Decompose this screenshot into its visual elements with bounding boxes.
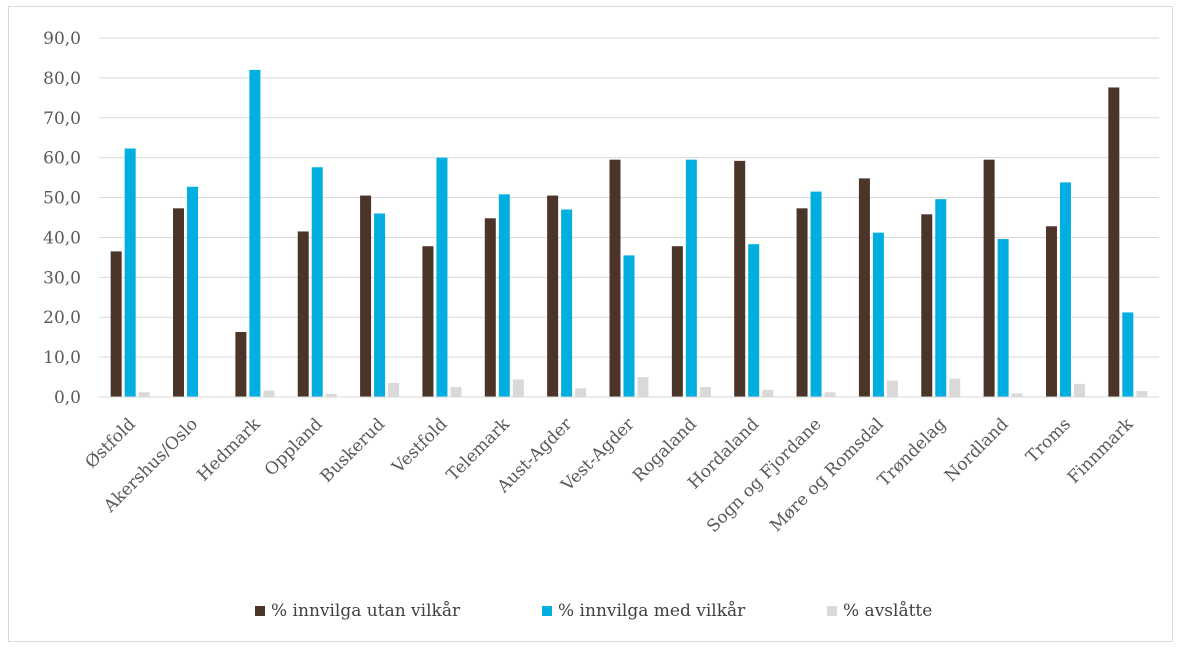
bar	[311, 167, 323, 397]
x-tick-label: Troms	[1022, 414, 1075, 467]
y-tick-label: 40,0	[43, 228, 81, 248]
bar	[484, 218, 496, 397]
bar	[734, 160, 746, 397]
x-axis-category-labels: ØstfoldAkershus/OsloHedmarkOpplandBusker…	[81, 414, 1137, 537]
bar	[1136, 391, 1148, 397]
bar	[921, 214, 933, 397]
y-tick-label: 60,0	[43, 149, 81, 169]
bar	[810, 191, 822, 397]
bar	[858, 178, 870, 397]
bar	[886, 380, 898, 397]
y-tick-label: 80,0	[43, 69, 81, 89]
bar	[623, 255, 635, 397]
bar	[1059, 182, 1071, 397]
y-tick-label: 20,0	[43, 308, 81, 328]
bar	[796, 208, 808, 397]
bar	[762, 389, 774, 397]
bar	[748, 244, 760, 397]
legend-swatch	[827, 606, 837, 616]
bar	[935, 199, 947, 397]
bar	[124, 148, 136, 397]
x-tick-label: Buskerud	[317, 414, 390, 487]
legend-label: % innvilga utan vilkår	[271, 601, 461, 621]
chart-container: 0,0 10,0 20,0 30,0 40,0 50,0 60,0 70,0 80,0 90,0 …	[8, 6, 1173, 642]
bar	[422, 246, 434, 397]
bar	[609, 159, 621, 397]
x-tick-label: Vestfold	[388, 414, 452, 478]
bar	[498, 194, 510, 397]
legend-swatch	[255, 606, 265, 616]
bar	[949, 378, 961, 397]
y-tick-label: 10,0	[43, 348, 81, 368]
x-tick-label: Oppland	[261, 414, 327, 480]
y-tick-label: 70,0	[43, 109, 81, 129]
x-tick-label: Hedmark	[193, 414, 265, 486]
bar	[249, 69, 261, 398]
bar	[685, 159, 697, 397]
bar	[1045, 226, 1057, 397]
legend-label: % avslåtte	[843, 601, 932, 621]
bar	[297, 231, 309, 397]
legend-swatch	[542, 606, 552, 616]
bar	[561, 209, 573, 397]
bar	[1108, 87, 1120, 397]
x-tick-label: Sogn og Fjordane	[703, 414, 825, 536]
y-tick-label: 0,0	[54, 388, 81, 408]
legend: % innvilga utan vilkår % innvilga med vil…	[255, 601, 932, 621]
bar	[235, 331, 247, 397]
bar	[575, 388, 587, 397]
bar	[983, 159, 995, 397]
gridlines	[99, 37, 1159, 358]
x-tick-label: Møre og Romsdal	[766, 414, 888, 536]
bar	[360, 195, 372, 397]
bar-chart: 0,010,020,030,040,050,060,070,080,090,0 …	[43, 29, 1159, 621]
x-tick-label: Nordland	[941, 414, 1013, 486]
bar	[388, 383, 400, 397]
bar	[671, 246, 683, 397]
y-tick-label: 30,0	[43, 268, 81, 288]
x-tick-label: Østfold	[81, 414, 139, 472]
bar	[1011, 393, 1023, 397]
y-axis-tick-labels: 0,0 10,0 20,0 30,0 40,0 50,0 60,0 70,0 80,0 90,0	[43, 29, 81, 408]
bar	[1122, 312, 1134, 397]
bar	[1073, 383, 1085, 397]
bar	[997, 239, 1009, 397]
bar	[872, 232, 884, 397]
bar	[173, 208, 185, 397]
bar	[450, 387, 462, 397]
bar	[325, 393, 337, 397]
x-tick-label: Finnmark	[1064, 414, 1138, 488]
bar	[110, 251, 122, 397]
y-tick-label: 90,0	[43, 29, 81, 49]
bar	[637, 377, 649, 397]
legend-label: % innvilga med vilkår	[558, 601, 746, 621]
bars	[110, 69, 1148, 398]
bar	[699, 387, 711, 397]
bar	[547, 195, 559, 397]
y-tick-label: 50,0	[43, 189, 81, 209]
x-tick-label: Trøndelag	[874, 414, 950, 490]
bar	[374, 213, 386, 397]
bar	[263, 390, 275, 397]
bar	[436, 157, 448, 397]
bar	[138, 392, 150, 397]
bar	[187, 186, 199, 397]
bar	[512, 379, 524, 397]
bar	[824, 392, 836, 397]
